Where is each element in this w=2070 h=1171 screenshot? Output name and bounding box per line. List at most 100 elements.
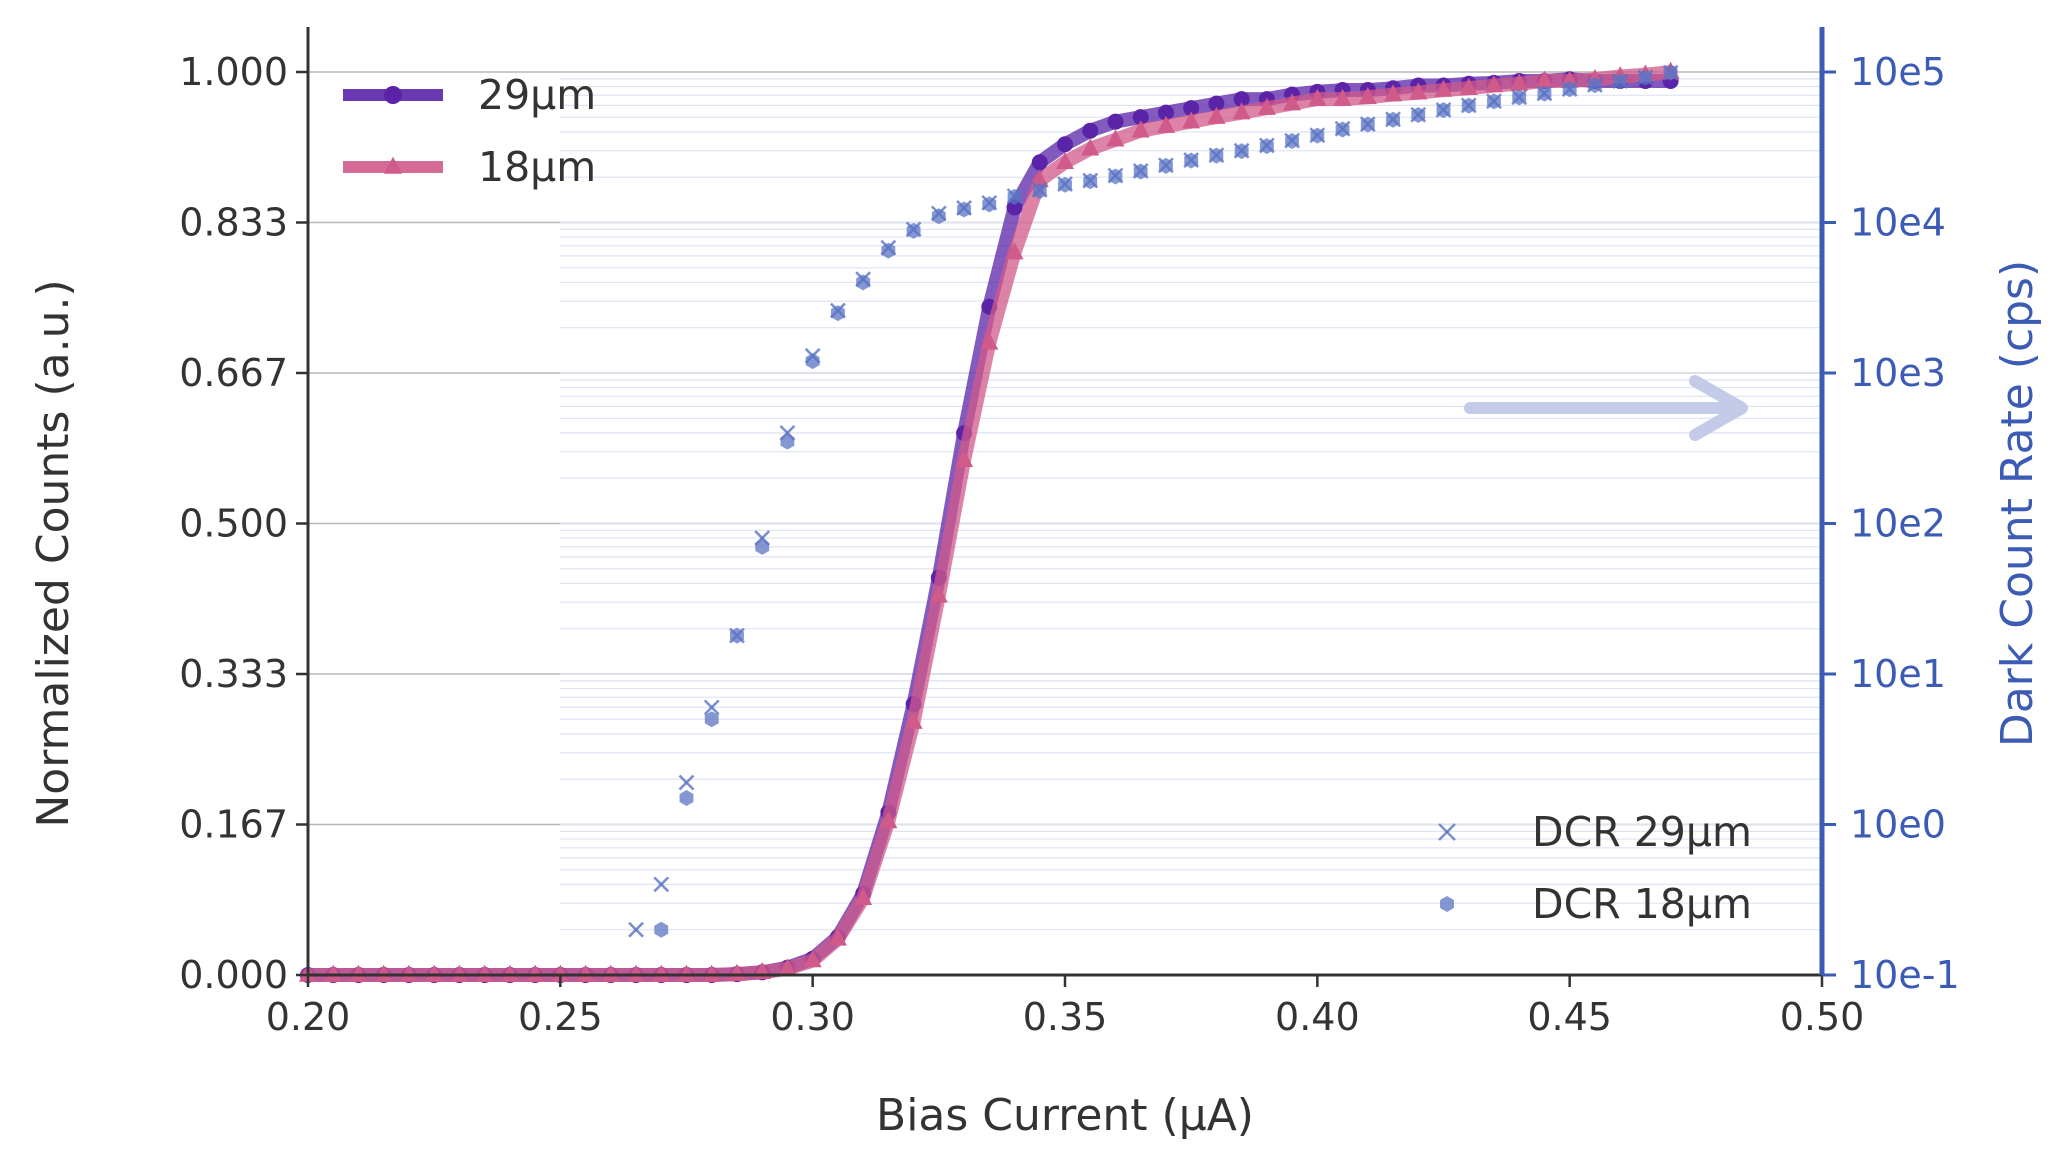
data-point [324,964,343,982]
data-point [854,887,873,905]
y-left-tick-label: 0.500 [179,502,288,546]
data-point [703,699,720,716]
series-layer [299,61,1680,983]
tick-labels: 0.20 0.25 0.30 0.35 0.40 0.45 0.50 0.000 0.167 0.… [179,50,1959,1039]
data-point [1234,143,1249,160]
legend-marker [384,86,402,104]
data-point [778,958,797,976]
data-point [1182,111,1201,129]
data-point [1537,85,1552,102]
data-point [551,964,570,982]
data-point [803,950,822,968]
data-point [1209,147,1224,164]
x-tick-label: 0.35 [1023,995,1108,1039]
y-right-tick-label: 10e-1 [1850,953,1960,997]
data-point [1184,152,1199,169]
data-point [1207,106,1226,124]
x-tick-label: 0.30 [770,995,855,1039]
data-point [755,538,770,555]
data-point [1183,100,1200,117]
data-point [1233,91,1250,108]
data-point [1133,163,1148,180]
data-point [1535,70,1554,88]
axes [296,27,1836,987]
data-point [957,201,971,218]
y-right-axis-title: Dark Count Rate (cps) [1992,260,2043,747]
data-point [828,928,847,946]
data-point [1107,113,1124,130]
data-point [627,964,646,982]
data-point [1411,106,1426,123]
data-point [628,921,644,938]
data-point [653,876,670,893]
series-line [301,72,1678,982]
data-point [1257,97,1276,115]
data-point [904,711,923,729]
data-point [1285,132,1300,149]
y-right-tick-label: 10e4 [1850,201,1946,245]
data-point [1259,138,1274,155]
data-point [679,789,694,806]
data-point [1613,73,1628,90]
data-point [1108,168,1123,185]
series-dcr-18-m [654,64,1678,938]
x-tick-label: 0.50 [1780,995,1865,1039]
data-point [856,274,871,291]
x-tick-label: 0.45 [1527,995,1612,1039]
data-point [349,964,368,982]
data-point [1436,102,1451,119]
data-point [1106,129,1125,147]
data-point [906,222,921,239]
data-point [1083,173,1098,190]
x-tick-label: 0.40 [1275,995,1360,1039]
data-point [1484,75,1503,93]
data-point [1058,176,1072,193]
data-point [399,964,418,982]
x-tick-label: 0.20 [266,995,351,1039]
data-point [1232,102,1251,120]
right-arrow-annotation [1464,375,1748,441]
data-point [1310,127,1325,144]
data-point [955,449,974,468]
series-dcr-29-m [628,64,1679,938]
data-point [980,332,999,350]
dcr-faint-gridlines [560,78,1822,931]
data-point [1358,86,1377,105]
data-point [677,964,696,982]
data-point [475,964,494,982]
y-right-tick-label: 10e2 [1850,502,1946,546]
data-point [526,964,545,982]
data-point [1156,115,1175,133]
data-point [982,196,997,213]
data-point [1487,93,1501,110]
legend-label: DCR 18μm [1532,880,1752,928]
data-point [1031,154,1048,171]
legend-label: 29μm [478,71,596,119]
data-point [1308,88,1327,106]
data-point [1032,182,1047,199]
data-point [1131,120,1150,138]
data-point [374,964,393,982]
legend-marker [1438,823,1456,841]
data-point [576,964,595,982]
y-right-tick-label: 10e3 [1850,351,1946,395]
data-point [1057,136,1073,153]
data-point [450,964,469,982]
y-left-tick-label: 0.333 [179,652,288,696]
y-left-tick-label: 0.000 [179,953,288,997]
data-point [805,353,820,370]
data-point [702,964,721,982]
data-point [1434,79,1453,97]
y-left-tick-label: 0.667 [179,351,288,395]
data-point [1333,88,1352,106]
data-point [1159,157,1173,174]
data-point [730,627,744,644]
data-point [1132,109,1149,126]
data-point [1459,77,1478,96]
data-point [1007,188,1022,205]
x-axis-title: Bias Current (μA) [876,1090,1254,1141]
data-point [601,964,620,982]
data-point [1208,95,1225,112]
data-point [1283,93,1302,111]
